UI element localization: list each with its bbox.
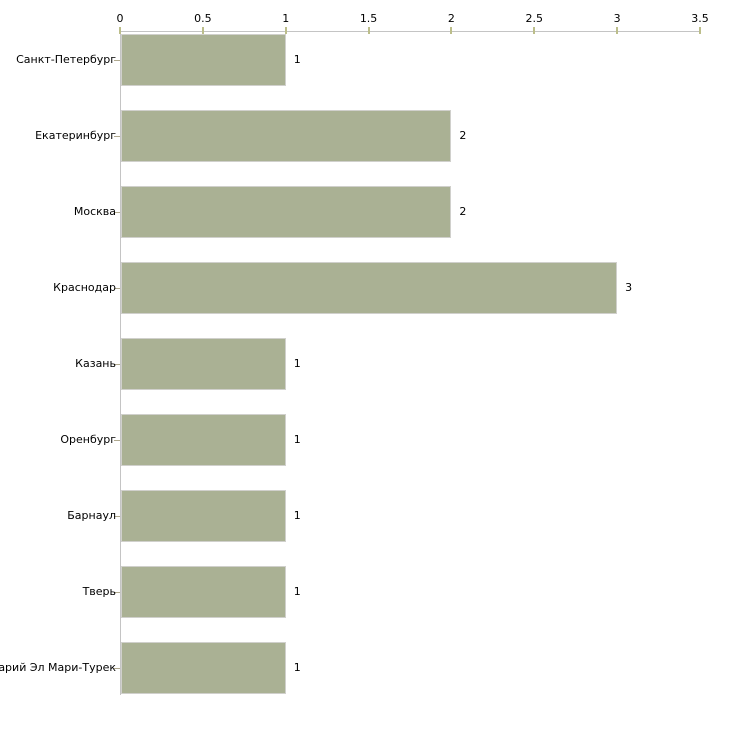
bar: [121, 338, 286, 390]
bar: [121, 34, 286, 86]
x-axis-tick-mark: [284, 27, 287, 34]
x-axis-tick-label: 1: [282, 12, 290, 25]
y-axis-line: [120, 31, 121, 695]
value-label: 1: [293, 661, 301, 674]
value-label: 2: [459, 129, 467, 142]
x-axis-tick-mark: [616, 27, 619, 34]
x-axis-tick-label: 0.5: [194, 12, 212, 25]
y-axis-tick-mark: [114, 592, 120, 593]
category-label: Казань: [75, 357, 116, 370]
bar: [121, 262, 618, 314]
category-label: Оренбург: [60, 433, 116, 446]
x-axis-tick-mark: [699, 27, 701, 34]
x-axis-line: [120, 31, 700, 32]
x-axis-tick-mark: [450, 27, 453, 34]
x-axis-tick-label: 2: [447, 12, 455, 25]
bar: [121, 566, 286, 618]
y-axis-tick-mark: [114, 212, 120, 213]
category-label: Краснодар: [53, 281, 116, 294]
value-label: 1: [293, 585, 301, 598]
bar: [121, 642, 286, 694]
x-axis-tick-mark: [201, 27, 204, 34]
x-axis-tick-label: 3: [613, 12, 621, 25]
value-label: 3: [625, 281, 633, 294]
category-label: Барнаул: [67, 509, 116, 522]
bar: [121, 414, 286, 466]
y-axis-tick-mark: [114, 60, 120, 61]
value-label: 2: [459, 205, 467, 218]
value-label: 1: [293, 53, 301, 66]
category-label: Санкт-Петербург: [16, 53, 116, 66]
y-axis-tick-mark: [114, 288, 120, 289]
y-axis-tick-mark: [114, 364, 120, 365]
category-label: Москва: [73, 205, 116, 218]
y-axis-tick-mark: [114, 668, 120, 669]
category-label: Екатеринбург: [35, 129, 116, 142]
category-label: Тверь: [82, 585, 116, 598]
x-axis-tick-label: 0: [116, 12, 124, 25]
x-axis-tick-label: 1.5: [359, 12, 378, 25]
bar: [121, 110, 452, 162]
x-axis-tick-mark: [533, 27, 536, 34]
y-axis-tick-mark: [114, 136, 120, 137]
x-axis-tick-label: 2.5: [525, 12, 544, 25]
x-axis-tick-label: 3.5: [691, 12, 709, 25]
value-label: 1: [293, 357, 301, 370]
y-axis-tick-mark: [114, 516, 120, 517]
bar: [121, 186, 452, 238]
x-axis-tick-mark: [119, 27, 121, 34]
y-axis-tick-mark: [114, 440, 120, 441]
bar: [121, 490, 286, 542]
value-label: 1: [293, 509, 301, 522]
category-label: Марий Эл Мари-Турек: [0, 661, 116, 674]
value-label: 1: [293, 433, 301, 446]
x-axis-tick-mark: [367, 27, 370, 34]
